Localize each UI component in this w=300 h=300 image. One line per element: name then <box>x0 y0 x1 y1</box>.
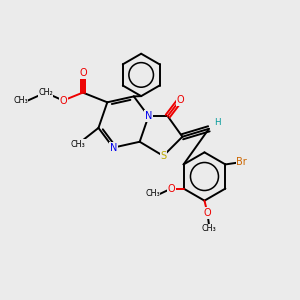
Text: O: O <box>59 95 67 106</box>
Text: N: N <box>110 142 117 153</box>
Text: O: O <box>167 184 175 194</box>
Text: N: N <box>145 111 152 121</box>
Text: CH₃: CH₃ <box>13 96 28 105</box>
Text: Br: Br <box>236 157 247 167</box>
Text: CH₂: CH₂ <box>38 88 53 97</box>
Text: O: O <box>176 95 184 105</box>
Text: H: H <box>214 118 220 127</box>
Text: CH₃: CH₃ <box>70 140 85 148</box>
Text: CH₃: CH₃ <box>145 189 160 198</box>
Text: O: O <box>79 68 87 78</box>
Text: CH₃: CH₃ <box>202 224 216 233</box>
Text: S: S <box>160 151 166 161</box>
Text: O: O <box>204 208 211 218</box>
